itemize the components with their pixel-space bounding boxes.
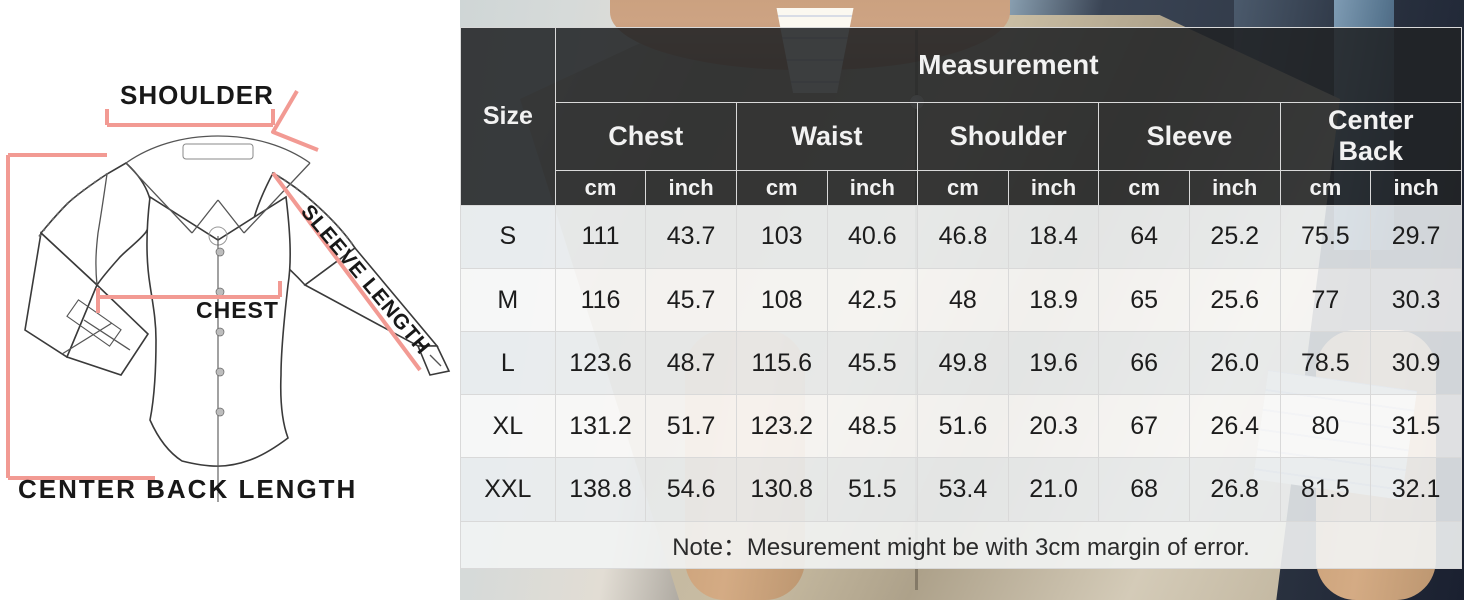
svg-text:CENTER BACK LENGTH: CENTER BACK LENGTH — [18, 474, 357, 504]
svg-text:SHOULDER: SHOULDER — [120, 80, 274, 110]
svg-text:CHEST: CHEST — [196, 297, 279, 323]
